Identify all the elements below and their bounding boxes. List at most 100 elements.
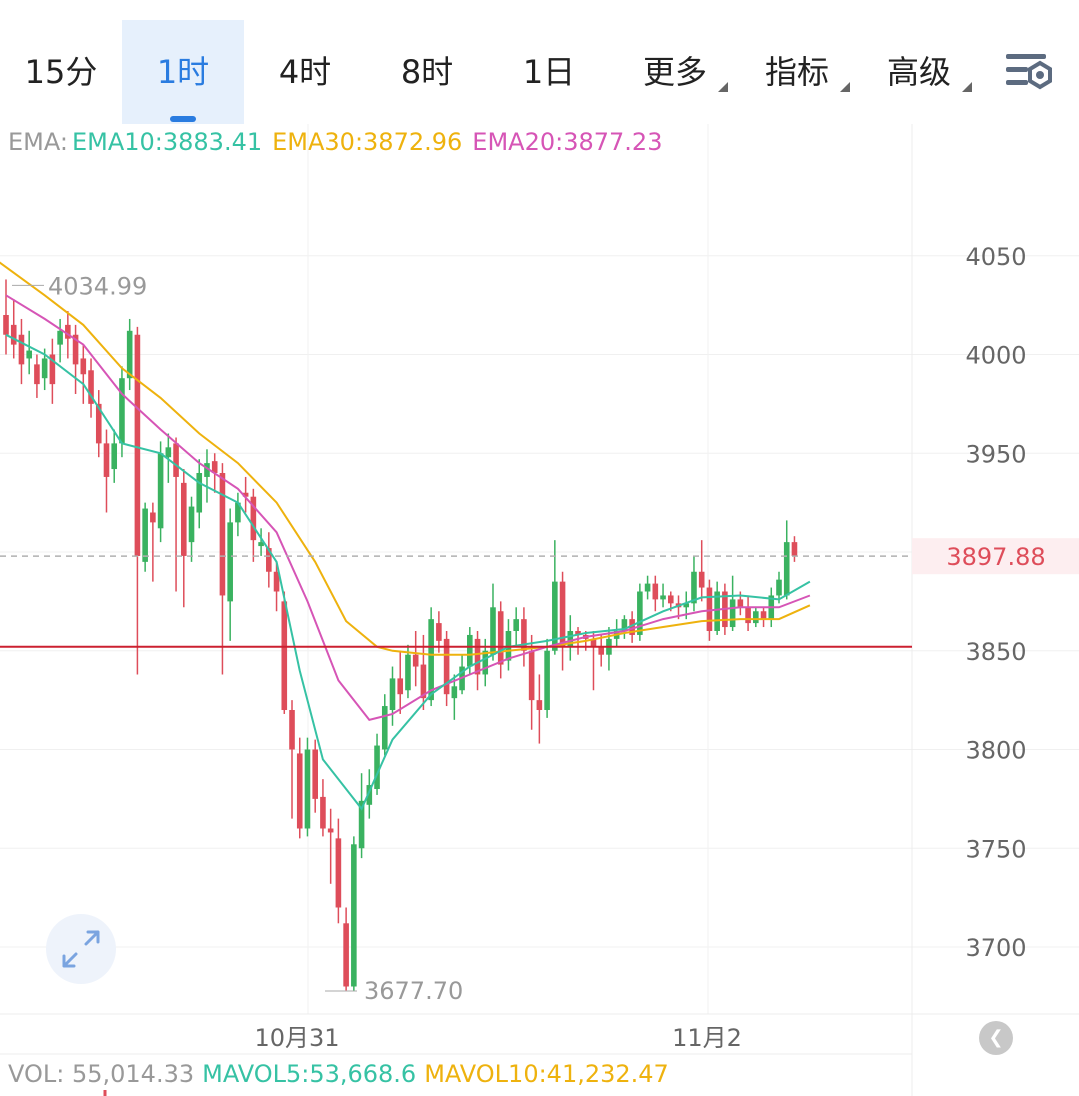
y-tick-label: 3800 (965, 737, 1026, 765)
candle-body (714, 591, 720, 631)
rewind-icon: ❮ (988, 1027, 1004, 1048)
active-tab-indicator (170, 116, 196, 122)
candle-body (621, 619, 628, 631)
candle-body (173, 443, 179, 477)
candle-body (204, 463, 210, 477)
candle-body (552, 581, 558, 651)
candle-body (343, 923, 349, 987)
candle-body (320, 796, 326, 829)
ema10-line (5, 333, 811, 811)
mavol10-value: MAVOL10:41,232.47 (424, 1060, 669, 1088)
candle-body (18, 334, 25, 365)
candle-body (428, 619, 434, 701)
dropdown-triangle-icon (840, 82, 850, 92)
candle-body (3, 315, 9, 335)
dropdown-triangle-icon (962, 82, 972, 92)
candle-body (103, 443, 110, 477)
low-price-label: 3677.70 (364, 977, 463, 1005)
tab-label: 高级 (886, 53, 951, 91)
candle-body (219, 473, 226, 596)
candle-body (227, 522, 233, 602)
candle-body (150, 512, 156, 523)
candle-body (41, 358, 48, 379)
tab-indicators[interactable]: 指标 (752, 20, 850, 124)
candle-body (165, 447, 172, 458)
candle-body (111, 443, 118, 470)
candle-body (142, 508, 148, 562)
candle-body (119, 378, 125, 444)
tab-label: 1时 (156, 53, 210, 91)
tab-label: 更多 (642, 53, 707, 91)
scroll-to-latest-button[interactable]: ❮ (979, 1021, 1013, 1055)
candle-body (72, 334, 79, 365)
candle-body (374, 745, 380, 789)
candle-body (412, 654, 419, 667)
candle-body (188, 506, 195, 543)
candle-body (575, 631, 581, 635)
candle-body (791, 542, 798, 556)
tab-more[interactable]: 更多 (630, 20, 728, 124)
candle-body (397, 678, 404, 695)
candle-body (528, 650, 535, 701)
candle-body (667, 595, 674, 604)
candle-body (443, 638, 450, 695)
candle-body (258, 542, 264, 547)
candle-body (281, 601, 288, 710)
current-price-label: 3897.88 (946, 543, 1045, 571)
tab-15min[interactable]: 15分 (0, 20, 122, 124)
candle-body (235, 502, 241, 523)
candle-body (629, 619, 635, 635)
candle-body (745, 607, 751, 624)
candle-body (304, 749, 311, 829)
candle-body (598, 646, 605, 655)
tab-1h[interactable]: 1时 (122, 20, 244, 124)
candle-body (34, 364, 40, 385)
candle-body (513, 619, 519, 631)
candle-body (474, 638, 481, 675)
candle-body (266, 548, 272, 572)
y-tick-label: 4000 (965, 342, 1026, 370)
candle-body (10, 324, 17, 345)
candle-body (637, 591, 643, 635)
high-price-label: 4034.99 (48, 272, 147, 300)
expand-fullscreen-button[interactable] (46, 914, 116, 984)
candle-body (482, 650, 489, 675)
candle-body (26, 350, 32, 359)
candle-body (211, 461, 218, 473)
candle-body (57, 330, 63, 345)
candle-body (95, 403, 102, 444)
ema-lines (0, 261, 811, 811)
candle-body (536, 700, 543, 710)
tab-8h[interactable]: 8时 (366, 20, 488, 124)
y-tick-label: 4050 (965, 243, 1026, 271)
candle-body (335, 838, 342, 908)
candle-body (729, 599, 736, 628)
candle-body (381, 706, 388, 750)
candle-body (196, 473, 203, 513)
ema20-line (5, 294, 811, 722)
candle-body (691, 571, 697, 604)
candle-body (157, 453, 164, 529)
tab-4h[interactable]: 4时 (244, 20, 366, 124)
candle-body (706, 587, 713, 631)
x-tick-label: 11月2 (672, 1024, 742, 1052)
candle-body (88, 370, 94, 404)
y-tick-label: 3850 (965, 638, 1026, 666)
candle-body (65, 324, 71, 339)
candle-body (327, 828, 334, 833)
tab-label: 8时 (400, 53, 454, 91)
candle-body (559, 581, 566, 647)
candle-body (521, 619, 527, 651)
settings-icon[interactable] (1004, 50, 1054, 94)
tab-1d[interactable]: 1日 (488, 20, 610, 124)
candle-body (296, 753, 303, 829)
x-axis-labels: 10月31 11月2 (254, 1024, 741, 1052)
candle-body (683, 603, 690, 608)
tab-advanced[interactable]: 高级 (874, 20, 972, 124)
candle-body (49, 354, 56, 385)
candle-body (80, 358, 87, 375)
expand-arrows-icon (62, 930, 100, 968)
candle-body (134, 334, 141, 556)
ema-legend: EMA: EMA10:3883.41 EMA30:3872.96 EMA20:3877… (8, 128, 672, 156)
x-tick-label: 10月31 (254, 1024, 339, 1052)
